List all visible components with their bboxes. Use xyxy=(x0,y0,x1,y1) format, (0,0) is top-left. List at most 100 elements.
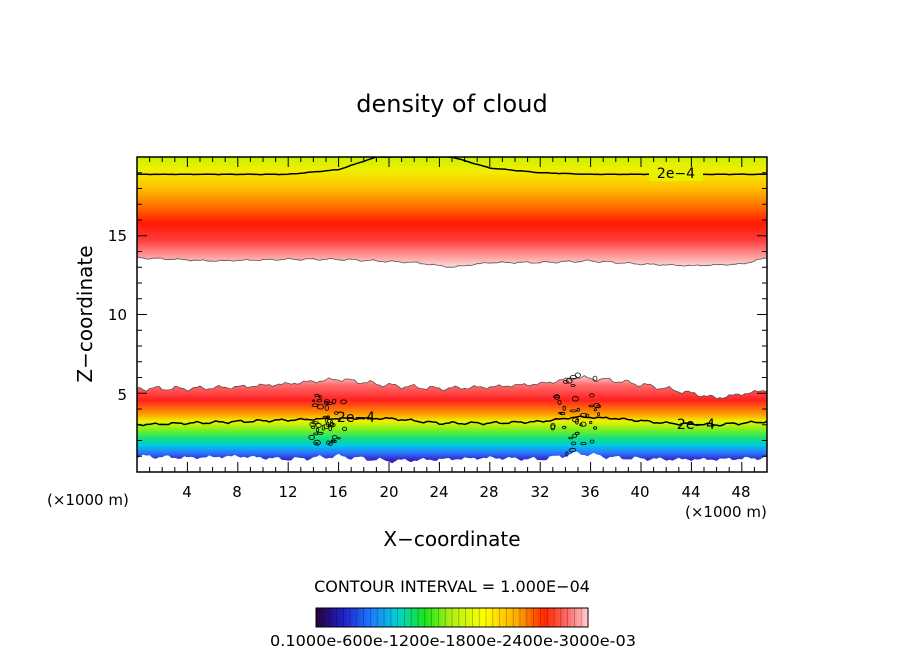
contour-fragment xyxy=(316,399,322,403)
contour-fragment xyxy=(329,419,334,426)
contour-fragment xyxy=(311,403,319,407)
contour-fragment xyxy=(316,431,324,435)
contour-fragment xyxy=(579,423,583,427)
contour-fragment xyxy=(570,441,577,446)
y-tick-label: 15 xyxy=(108,227,127,245)
contour-fragment xyxy=(596,404,601,409)
contour-fragment xyxy=(593,408,597,412)
contour-fragment xyxy=(572,433,578,438)
x-tick-label: 44 xyxy=(681,483,700,501)
contour-fragment xyxy=(323,423,330,430)
contour-fragment xyxy=(326,440,331,445)
contour-label-lower-right: 2e−4 xyxy=(677,417,715,433)
contour-fragment xyxy=(576,407,580,412)
contour-fragment xyxy=(554,394,560,400)
x-axis-label: X−coordinate xyxy=(383,527,520,551)
contour-fragment xyxy=(562,425,567,429)
contour-fragment xyxy=(308,434,315,440)
contour-fragment xyxy=(570,384,576,387)
contour-fragment xyxy=(326,401,334,405)
x-tick-label: 20 xyxy=(379,483,398,501)
contour-fragment xyxy=(585,413,590,419)
axis-ticks xyxy=(137,157,767,472)
contour-fragment xyxy=(593,426,598,430)
contour-fragment xyxy=(589,439,595,444)
contour-fragment xyxy=(311,425,316,429)
contour-interval-text: CONTOUR INTERVAL = 1.000E−04 xyxy=(314,577,590,596)
contour-fragment xyxy=(313,439,321,446)
contour-fragment xyxy=(588,404,595,408)
plot-area xyxy=(137,157,767,464)
contour-fragment xyxy=(589,420,593,425)
contour-fragment xyxy=(557,399,562,405)
contour-fragment xyxy=(342,426,348,431)
upper-layer-edge xyxy=(137,256,767,268)
x-tick-label: 36 xyxy=(580,483,599,501)
x-tick-label: 32 xyxy=(530,483,549,501)
lower-cloud-layer xyxy=(137,375,767,464)
contour-fragment xyxy=(324,405,329,411)
y-tick-labels: 5 10 15 xyxy=(108,227,127,404)
contour-fragment xyxy=(592,375,598,382)
contour-fragment xyxy=(332,398,337,405)
x-tick-label: 48 xyxy=(731,483,750,501)
contour-fragment xyxy=(565,377,573,384)
contour-fragment xyxy=(331,435,338,440)
contour-fragment xyxy=(315,442,319,445)
contour-fragment xyxy=(326,421,330,427)
contour-fragment xyxy=(572,395,579,402)
x-tick-label: 24 xyxy=(429,483,448,501)
contour-fragment xyxy=(568,447,577,453)
x-unit-label-left: (×1000 m) xyxy=(47,491,129,509)
y-tick-label: 10 xyxy=(108,306,127,324)
contour-fragment xyxy=(318,395,322,399)
colorbar xyxy=(316,608,588,627)
contour-fragment xyxy=(314,393,320,398)
x-tick-label: 40 xyxy=(630,483,649,501)
contour-fragment xyxy=(559,411,566,416)
contour-fragment xyxy=(330,439,336,443)
contour-fragment xyxy=(571,417,580,423)
y-axis-label: Z−coordinate xyxy=(73,245,97,382)
contour-fragment xyxy=(562,379,569,384)
contour-label-lower-left: 2e−4 xyxy=(337,410,375,426)
contour-fragment xyxy=(334,411,339,415)
colorbar-stripes xyxy=(322,608,582,627)
contour-noise xyxy=(308,372,601,457)
x-tick-label: 16 xyxy=(328,483,347,501)
x-tick-label: 12 xyxy=(278,483,297,501)
colorbar-labels: 0.1000e-600e-1200e-1800e-2400e-3000e-03 xyxy=(270,632,636,650)
lower-layer-edge xyxy=(137,375,767,400)
x-tick-label: 28 xyxy=(479,483,498,501)
contour-fragment xyxy=(315,422,322,428)
contour-fragment xyxy=(328,422,336,428)
contour-fragment xyxy=(580,442,587,446)
contour-fragment xyxy=(574,431,580,435)
colorbar-frame xyxy=(315,607,589,628)
contour-label-bg-upper xyxy=(649,163,703,181)
chart-title: density of cloud xyxy=(356,90,547,118)
contour-fragment xyxy=(336,437,341,440)
contour-fragment xyxy=(568,436,574,440)
contour-fragment xyxy=(550,424,556,431)
contour-fragment xyxy=(579,412,588,418)
contour-fragment xyxy=(597,412,601,417)
y-tick-label: 5 xyxy=(117,386,127,404)
contour-label-upper: 2e−4 xyxy=(657,166,695,182)
x-tick-label: 8 xyxy=(232,483,242,501)
contour-fragment xyxy=(574,372,581,378)
x-tick-label: 4 xyxy=(182,483,192,501)
contour-fragment xyxy=(324,416,329,423)
upper-cloud-layer xyxy=(137,157,767,268)
contour-fragment xyxy=(315,427,319,433)
contour-fragment xyxy=(565,451,569,457)
x-unit-label-right: (×1000 m) xyxy=(685,503,767,521)
contour-fragment xyxy=(322,415,329,420)
contour-fragment xyxy=(562,405,566,411)
lower-contour-line xyxy=(137,415,767,427)
contour-fragment xyxy=(589,393,595,398)
contour-fragment xyxy=(340,399,347,405)
contour-fragment xyxy=(311,399,316,403)
x-tick-labels: 4 8 12 16 20 24 28 32 36 40 44 48 xyxy=(182,483,750,501)
